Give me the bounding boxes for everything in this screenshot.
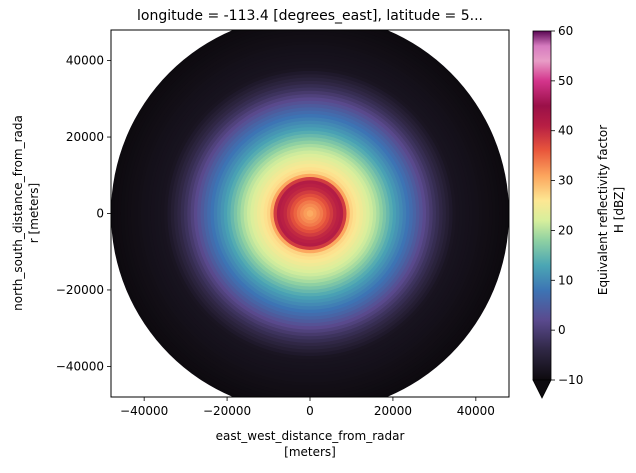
- colorbar-tick-label: 20: [558, 223, 573, 237]
- colorbar-tick-label: 30: [558, 174, 573, 188]
- x-tick-label: −20000: [203, 404, 251, 418]
- colorbar-tick-label: 60: [558, 24, 573, 38]
- colorbar-bar: [532, 30, 552, 381]
- y-tick-label: 0: [96, 207, 104, 221]
- x-tick-label: 40000: [457, 404, 495, 418]
- x-tick-label: −40000: [120, 404, 168, 418]
- colorbar-extend-min-arrow: [532, 379, 552, 399]
- colorbar-label-line1: Equivalent reflectivity factor: [596, 125, 610, 295]
- colorbar: −10 0 10 20 30 40 50 60 Equivalent reflectivity…: [532, 24, 626, 399]
- y-axis-label-line2: r [meters]: [27, 183, 41, 243]
- reflectivity-heatmap: [111, 30, 509, 397]
- x-tick-label: 0: [306, 404, 314, 418]
- colorbar-tick-label: 40: [558, 124, 573, 138]
- chart-title: longitude = -113.4 [degrees_east], latit…: [137, 8, 483, 24]
- x-axis: −40000 −20000 0 20000 40000: [120, 397, 495, 418]
- y-tick-label: −20000: [56, 283, 104, 297]
- y-tick-label: 20000: [66, 130, 104, 144]
- y-axis-label-line1: north_south_distance_from_rada: [11, 115, 25, 311]
- x-axis-label-line2: [meters]: [284, 445, 336, 459]
- x-tick-label: 20000: [374, 404, 412, 418]
- y-tick-label: −40000: [56, 359, 104, 373]
- colorbar-ticks: −10 0 10 20 30 40 50 60: [551, 24, 583, 387]
- colorbar-tick-label: −10: [558, 373, 583, 387]
- colorbar-tick-label: 10: [558, 273, 573, 287]
- plot-area: [110, 29, 510, 398]
- reflectivity-ring: [306, 210, 314, 217]
- y-tick-label: 40000: [66, 54, 104, 68]
- colorbar-label-line2: H [dBZ]: [612, 187, 626, 233]
- colorbar-tick-label: 0: [558, 323, 566, 337]
- x-axis-label-line1: east_west_distance_from_radar: [216, 429, 405, 443]
- colorbar-tick-label: 50: [558, 74, 573, 88]
- y-axis: −40000 −20000 0 20000 40000: [56, 54, 111, 373]
